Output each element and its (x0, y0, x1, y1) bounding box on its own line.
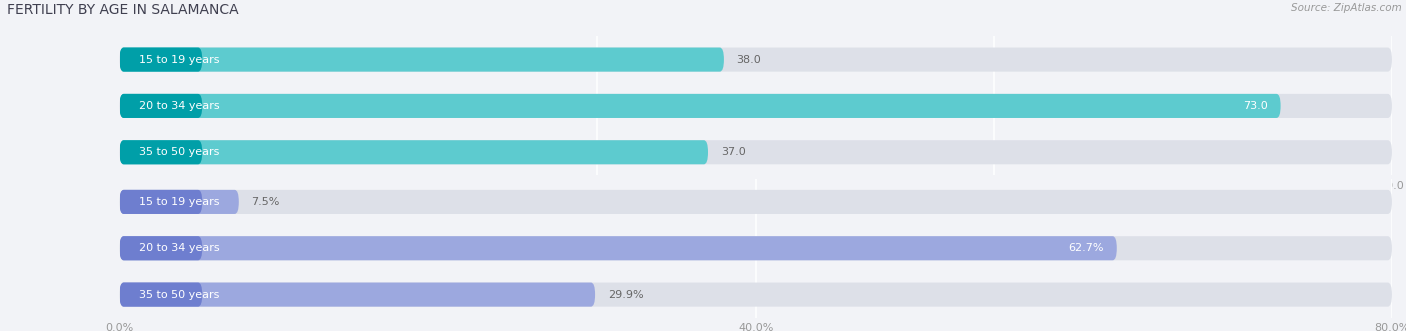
Text: 73.0: 73.0 (1243, 101, 1268, 111)
Text: FERTILITY BY AGE IN SALAMANCA: FERTILITY BY AGE IN SALAMANCA (7, 3, 239, 17)
Text: 37.0: 37.0 (721, 147, 745, 157)
FancyBboxPatch shape (120, 283, 595, 307)
FancyBboxPatch shape (120, 190, 1392, 214)
FancyBboxPatch shape (120, 48, 202, 71)
Text: 15 to 19 years: 15 to 19 years (139, 55, 219, 65)
FancyBboxPatch shape (120, 94, 1281, 118)
FancyBboxPatch shape (120, 94, 1392, 118)
FancyBboxPatch shape (120, 236, 202, 260)
Text: 62.7%: 62.7% (1069, 243, 1104, 253)
FancyBboxPatch shape (120, 140, 709, 164)
FancyBboxPatch shape (120, 140, 202, 164)
FancyBboxPatch shape (120, 48, 724, 71)
Text: 38.0: 38.0 (737, 55, 762, 65)
FancyBboxPatch shape (120, 236, 1116, 260)
Text: 35 to 50 years: 35 to 50 years (139, 290, 219, 300)
Text: Source: ZipAtlas.com: Source: ZipAtlas.com (1291, 3, 1402, 13)
Text: 20 to 34 years: 20 to 34 years (139, 101, 219, 111)
FancyBboxPatch shape (120, 140, 1392, 164)
Text: 7.5%: 7.5% (252, 197, 280, 207)
Text: 20 to 34 years: 20 to 34 years (139, 243, 219, 253)
Text: 29.9%: 29.9% (607, 290, 644, 300)
FancyBboxPatch shape (120, 283, 1392, 307)
FancyBboxPatch shape (120, 236, 1392, 260)
Text: 35 to 50 years: 35 to 50 years (139, 147, 219, 157)
FancyBboxPatch shape (120, 48, 1392, 71)
FancyBboxPatch shape (120, 94, 202, 118)
Text: 15 to 19 years: 15 to 19 years (139, 197, 219, 207)
FancyBboxPatch shape (120, 283, 202, 307)
FancyBboxPatch shape (120, 190, 202, 214)
FancyBboxPatch shape (120, 190, 239, 214)
